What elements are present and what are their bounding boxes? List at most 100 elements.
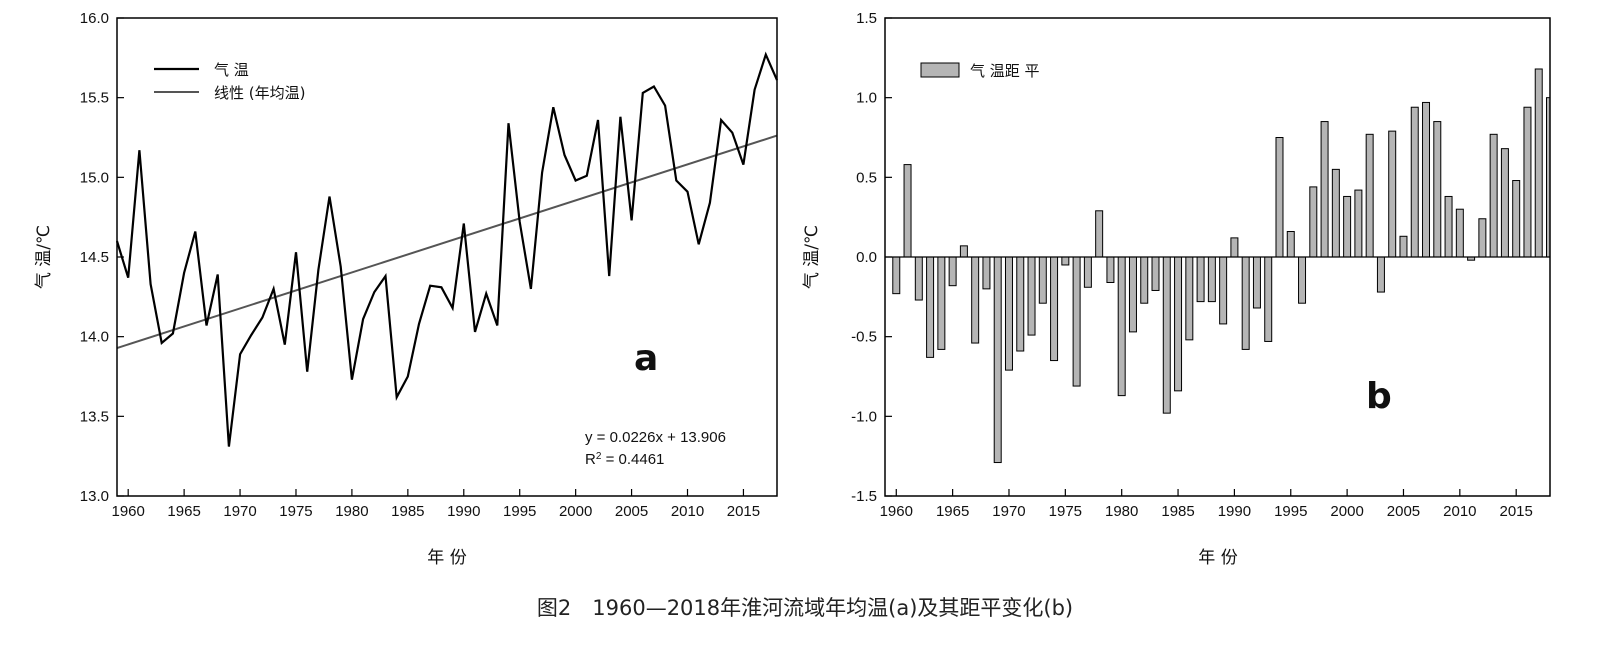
anomaly-bar — [1410, 106, 1419, 258]
anomaly-bar — [1388, 130, 1397, 258]
anomaly-bar — [1027, 256, 1036, 336]
x-tick-label: 2015 — [727, 503, 760, 520]
anomaly-bar — [1354, 189, 1363, 258]
anomaly-bar — [903, 164, 912, 258]
panel-a-plot-frame — [116, 17, 778, 497]
anomaly-bar — [959, 245, 968, 258]
anomaly-bar — [1230, 237, 1239, 258]
anomaly-bar — [1534, 68, 1543, 258]
x-tick-label: 1970 — [223, 503, 256, 520]
anomaly-bar — [1162, 256, 1171, 414]
anomaly-bar — [1004, 256, 1013, 371]
anomaly-bar — [971, 256, 980, 344]
y-tick-label: 13.0 — [80, 488, 109, 505]
y-tick-label: 13.5 — [80, 408, 109, 425]
x-tick-label: 1975 — [279, 503, 312, 520]
x-tick-label: 2010 — [1443, 503, 1476, 520]
anomaly-bar — [1196, 256, 1205, 303]
x-tick-label: 1995 — [503, 503, 536, 520]
figure-caption: 图2 1960—2018年淮河流域年均温(a)及其距平变化(b) — [537, 596, 1073, 620]
y-tick-label: -1.5 — [851, 488, 877, 505]
anomaly-bar — [1207, 256, 1216, 303]
anomaly-bar — [1038, 256, 1047, 304]
anomaly-bar — [1331, 168, 1340, 258]
anomaly-bar — [1286, 231, 1295, 258]
temperature-series-line — [115, 51, 779, 447]
y-tick-label: 0.0 — [856, 249, 877, 266]
y-tick-label: 14.5 — [80, 249, 109, 266]
x-tick-label: 1960 — [880, 503, 913, 520]
x-tick-label: 2015 — [1499, 503, 1532, 520]
x-tick-label: 1985 — [1161, 503, 1194, 520]
y-tick-label: 1.0 — [856, 90, 877, 107]
x-tick-label: 2000 — [1330, 503, 1363, 520]
legend-label-linear-trend: 线性 (年均温) — [214, 84, 305, 102]
x-tick-label: 1960 — [111, 503, 144, 520]
anomaly-bar — [892, 256, 901, 295]
anomaly-bar — [1106, 256, 1115, 283]
panel-a-chart: 13.0 13.5 14.0 14.5 15.0 15.5 16.0 1960 1965 1970… — [34, 10, 779, 568]
panel-b-plot-frame — [884, 17, 1551, 497]
anomaly-bar — [1185, 256, 1194, 341]
x-axis-title-a: 年 份 — [427, 548, 466, 568]
anomaly-bar — [993, 256, 1002, 464]
x-tick-label: 1990 — [447, 503, 480, 520]
x-tick-label: 1970 — [992, 503, 1025, 520]
x-tick-label: 1995 — [1274, 503, 1307, 520]
panel-label-a: a — [634, 338, 658, 379]
anomaly-bar — [1219, 256, 1228, 325]
legend-swatch-anomaly — [920, 62, 960, 78]
anomaly-bar — [1343, 195, 1352, 258]
anomaly-bar — [1016, 256, 1025, 352]
anomaly-bar — [1128, 256, 1137, 333]
anomaly-bar — [1298, 256, 1307, 304]
anomaly-bar — [948, 256, 957, 287]
legend-label-temperature: 气 温 — [214, 61, 249, 79]
y-axis-title-b: 气 温/℃ — [802, 225, 822, 289]
anomaly-bar — [1376, 256, 1385, 293]
anomaly-bar — [1455, 208, 1464, 258]
anomaly-bar — [926, 256, 935, 358]
anomaly-bar — [1140, 256, 1149, 304]
anomaly-bar — [1151, 256, 1160, 291]
anomaly-bar — [1399, 235, 1408, 258]
anomaly-bar — [1050, 256, 1059, 362]
panel-b-chart: -1.5 -1.0 -0.5 0.0 0.5 1.0 1.5 1960 1965 1970 1975… — [802, 10, 1551, 568]
x-tick-label: 2010 — [671, 503, 704, 520]
legend-label-anomaly: 气 温距 平 — [970, 62, 1040, 80]
x-tick-label: 1980 — [1105, 503, 1138, 520]
anomaly-bar — [1061, 256, 1070, 266]
y-tick-label: 15.5 — [80, 90, 109, 107]
x-tick-label: 1965 — [167, 503, 200, 520]
anomaly-bar — [937, 256, 946, 350]
anomaly-bar — [1489, 133, 1498, 258]
anomaly-bar — [1072, 256, 1081, 387]
anomaly-bar — [1500, 148, 1509, 258]
anomaly-bar — [1264, 256, 1273, 342]
linear-trend-line — [116, 134, 778, 349]
anomaly-bar — [1320, 121, 1329, 258]
anomaly-bar — [1083, 256, 1092, 288]
anomaly-bar — [1444, 195, 1453, 258]
x-tick-label: 2005 — [1387, 503, 1420, 520]
r-squared-value: R2 = 0.4461 — [585, 451, 664, 469]
x-tick-label: 2005 — [615, 503, 648, 520]
anomaly-bar — [1478, 218, 1487, 258]
anomaly-bar — [1095, 210, 1104, 258]
regression-equation: y = 0.0226x + 13.906 — [585, 429, 726, 446]
panel-b-legend: 气 温距 平 — [920, 62, 1040, 80]
x-tick-label: 1980 — [335, 503, 368, 520]
y-tick-label: 16.0 — [80, 10, 109, 27]
y-tick-label: -0.5 — [851, 329, 877, 346]
y-tick-label: 14.0 — [80, 329, 109, 346]
anomaly-bar — [1422, 101, 1431, 258]
anomaly-bar — [1309, 186, 1318, 258]
x-tick-label: 1975 — [1049, 503, 1082, 520]
anomaly-bar — [1275, 137, 1284, 258]
y-tick-label: -1.0 — [851, 408, 877, 425]
anomaly-bar — [982, 256, 991, 290]
panel-a-legend: 气 温 线性 (年均温) — [154, 61, 305, 102]
anomaly-bar — [1365, 133, 1374, 258]
anomaly-bar — [1241, 256, 1250, 350]
